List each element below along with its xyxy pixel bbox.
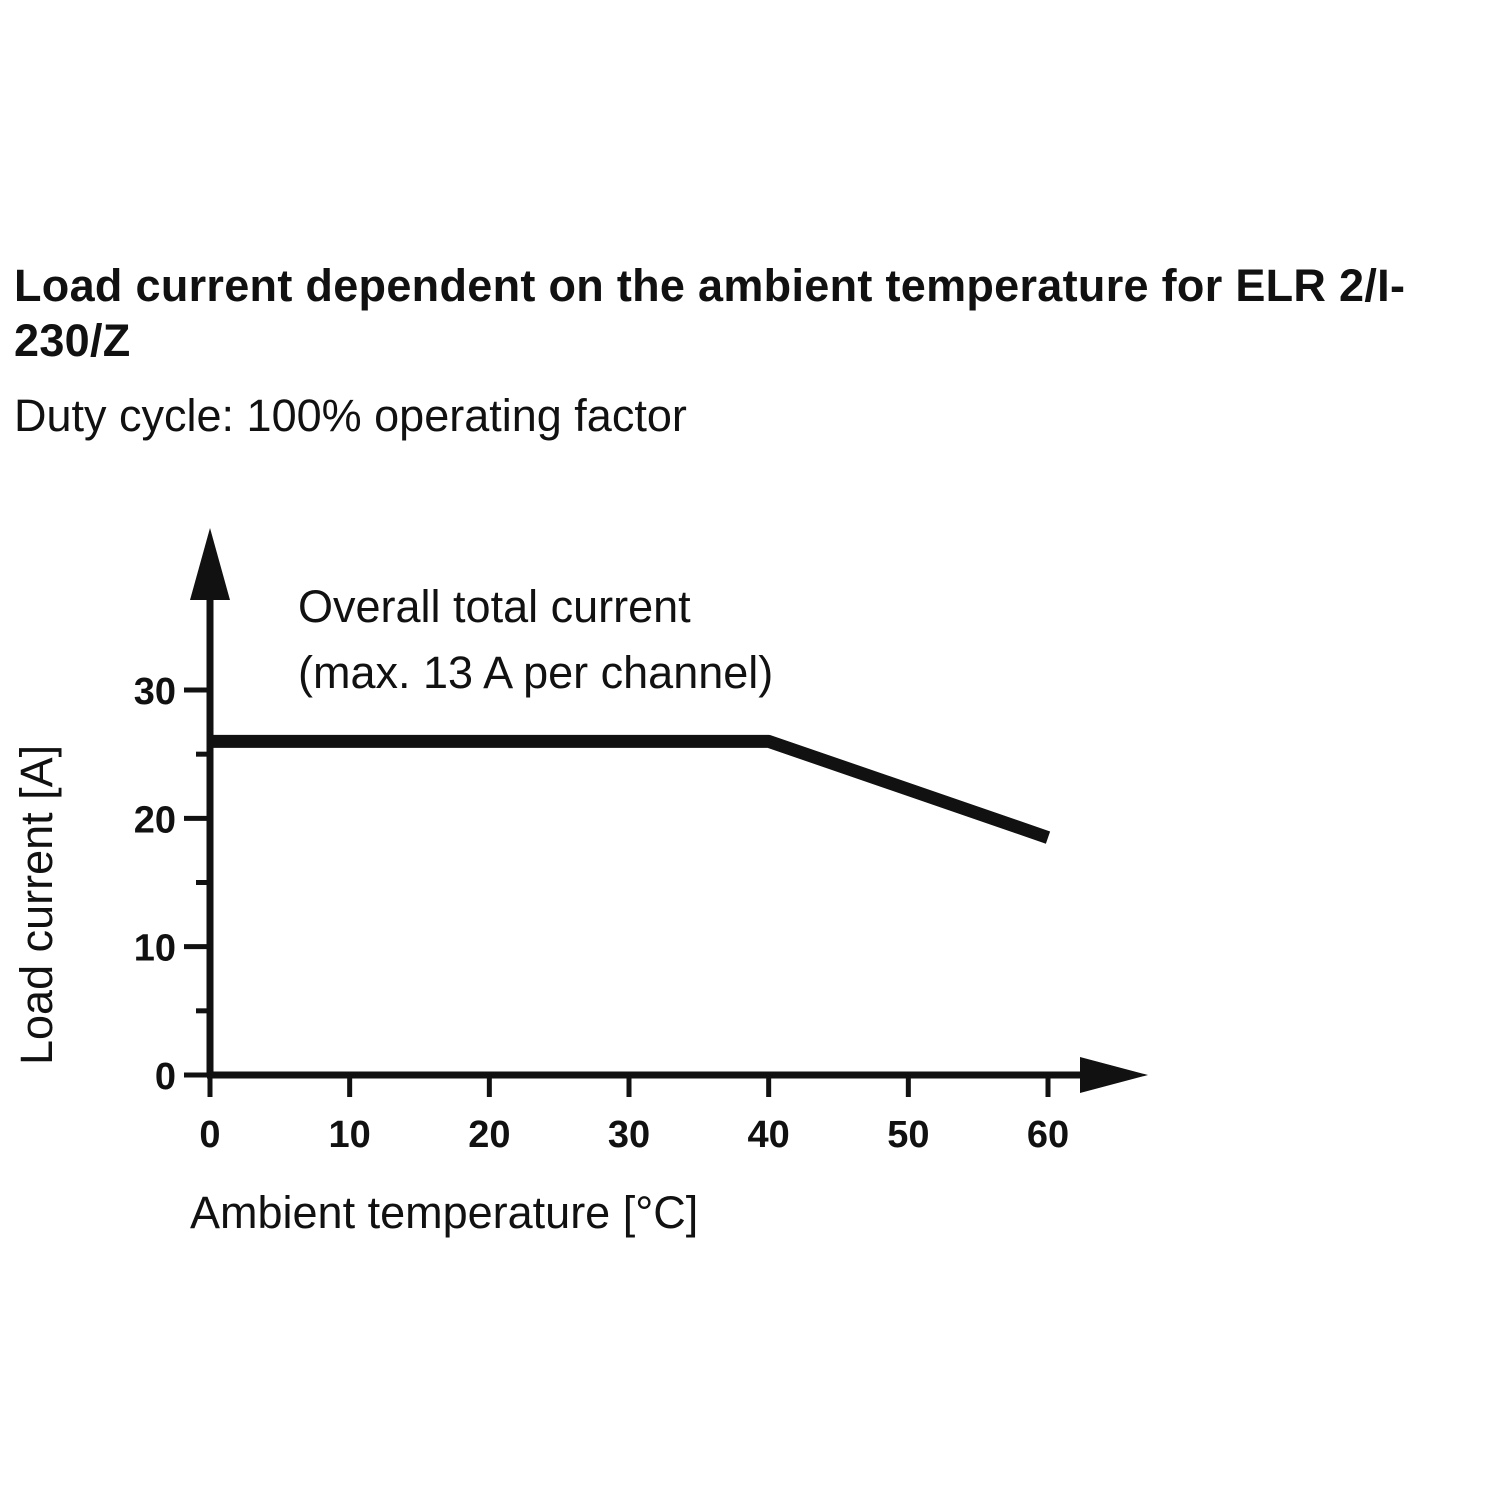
y-tick-label-0: 0 xyxy=(155,1056,176,1098)
y-tick-label-10: 10 xyxy=(134,928,176,970)
chart-axes xyxy=(190,528,1148,1093)
x-tick-label-60: 60 xyxy=(1027,1114,1069,1156)
chart-ticks: 0 10 20 30 40 50 60 0 10 20 30 xyxy=(134,671,1069,1156)
y-axis-label: Load current [A] xyxy=(11,745,62,1065)
chart-subtitle: Duty cycle: 100% operating factor xyxy=(14,390,687,441)
y-tick-label-20: 20 xyxy=(134,799,176,841)
x-tick-label-0: 0 xyxy=(199,1114,220,1156)
y-tick-label-30: 30 xyxy=(134,671,176,713)
chart-annotation-line-1: Overall total current xyxy=(298,581,691,632)
x-tick-label-30: 30 xyxy=(608,1114,650,1156)
x-tick-label-10: 10 xyxy=(329,1114,371,1156)
x-tick-label-40: 40 xyxy=(748,1114,790,1156)
y-axis-arrow xyxy=(190,528,230,600)
chart-title: Load current dependent on the ambient te… xyxy=(14,260,1406,366)
chart-series xyxy=(210,734,1051,844)
x-axis-arrow xyxy=(1080,1057,1148,1093)
chart-annotation-line-2: (max. 13 A per channel) xyxy=(298,647,773,698)
x-tick-label-20: 20 xyxy=(468,1114,510,1156)
x-tick-label-50: 50 xyxy=(887,1114,929,1156)
x-axis-label: Ambient temperature [°C] xyxy=(190,1187,698,1238)
series-line-0 xyxy=(210,734,1051,844)
